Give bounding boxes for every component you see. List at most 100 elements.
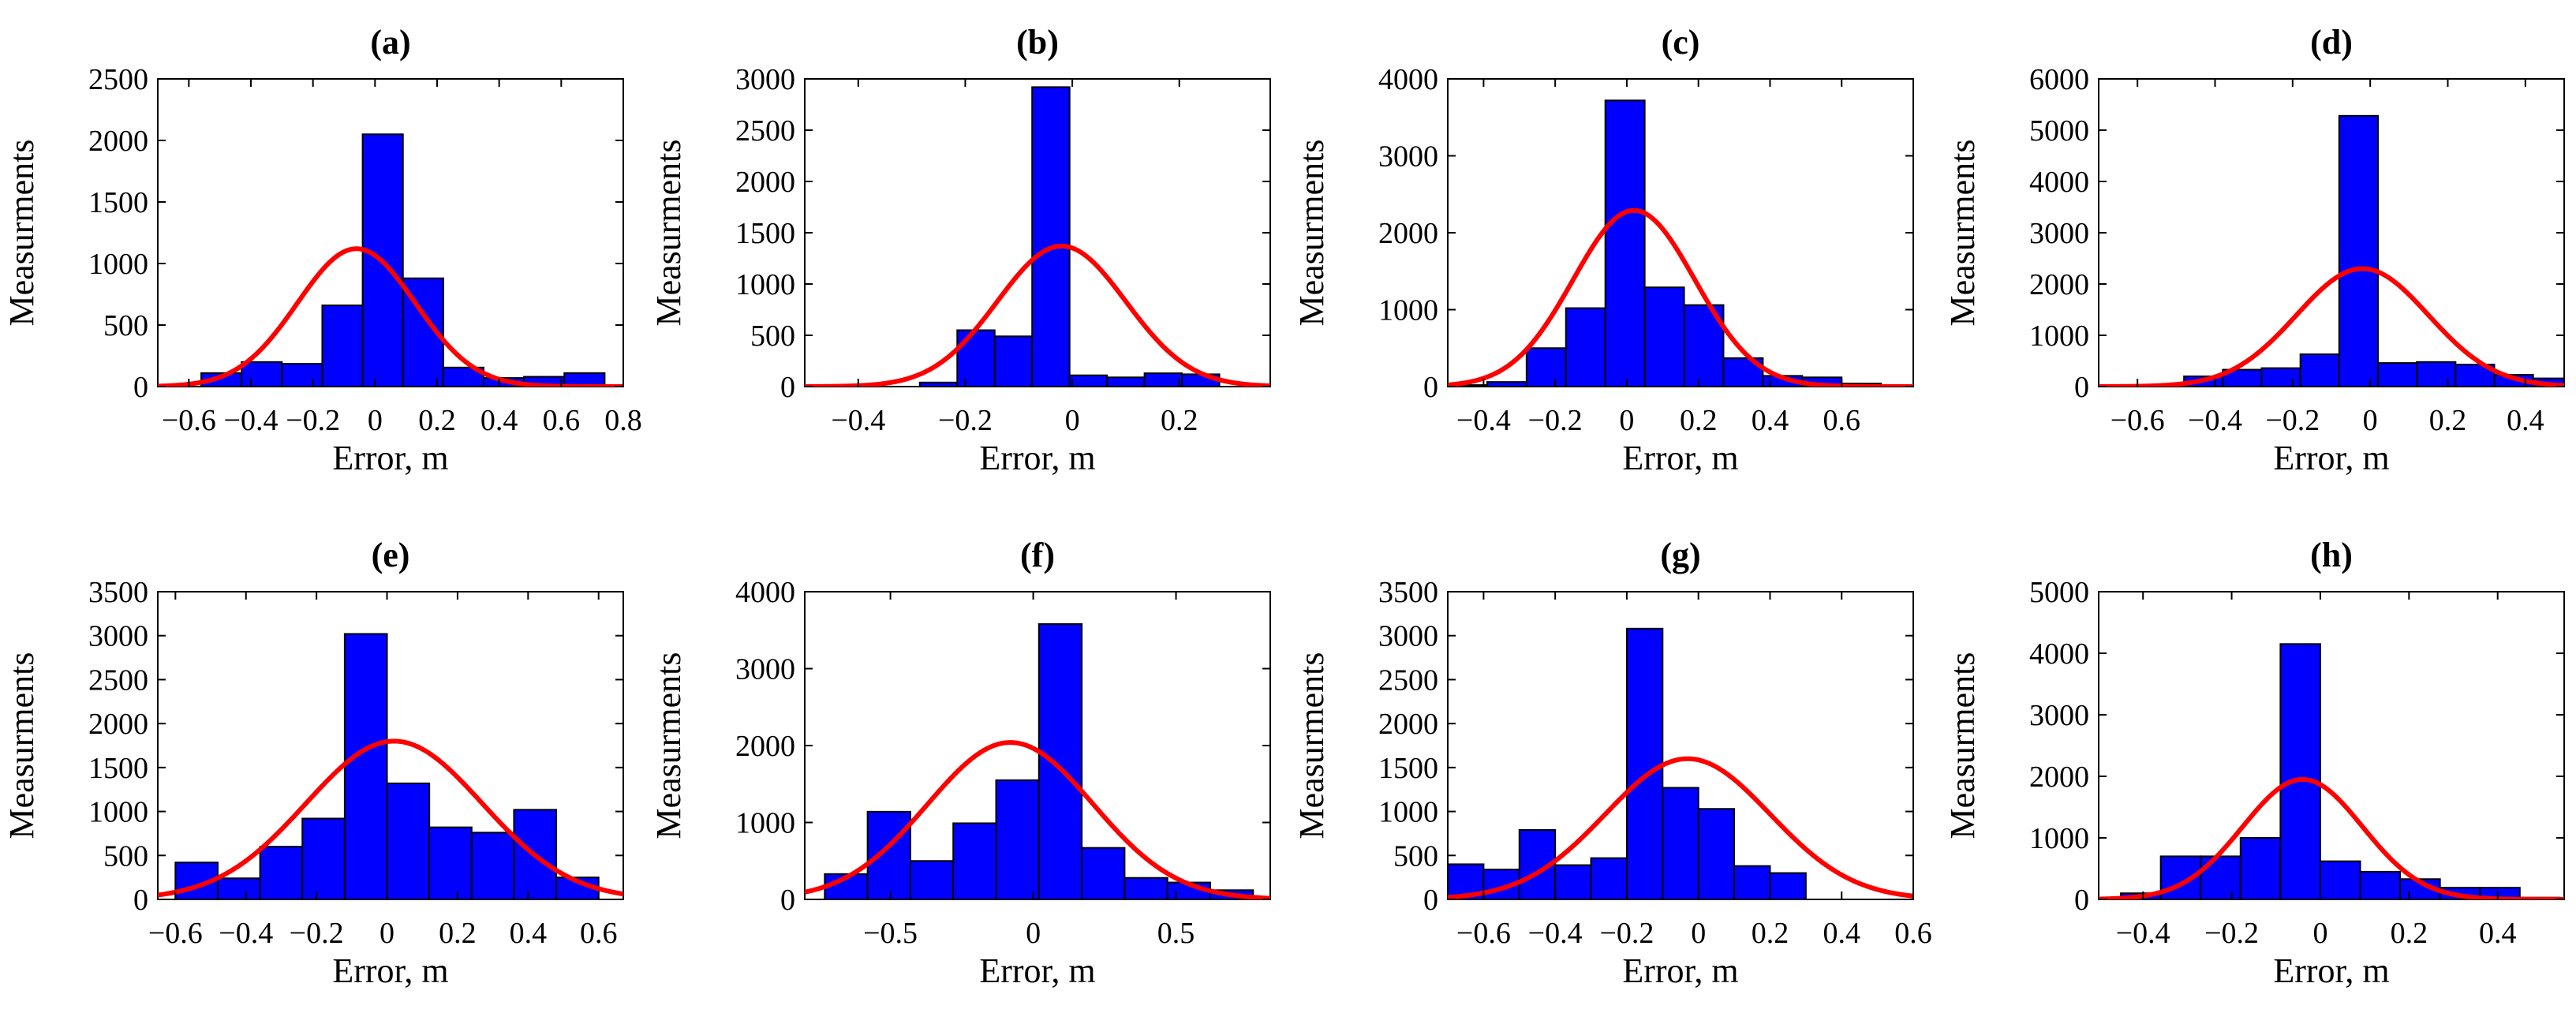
x-tick-label: 0.2: [1680, 404, 1718, 437]
y-axis-label: Measurments: [1943, 652, 1982, 839]
histogram-bar: [470, 832, 515, 899]
histogram-panel-d: (d) −0.6 −0.4 −0.2 0 0.2 0.4 0 1000 2000 3000 4000 5…: [1943, 23, 2565, 477]
histogram-bar: [1683, 304, 1725, 387]
panel-title: (g): [1660, 536, 1700, 574]
y-tick-label: 2500: [1378, 664, 1438, 697]
histogram-bar: [1625, 627, 1664, 899]
histogram-panel-a: (a) −0.6 −0.4 −0.2 0 0.2 0.4 0.6 0.8 0 500 1000 1500…: [2, 23, 642, 477]
x-tick-label: −0.2: [2265, 404, 2320, 437]
x-tick-label: 0.5: [1157, 917, 1195, 950]
x-tick-label: 0.6: [580, 917, 618, 950]
y-tick-label: 2000: [1378, 708, 1438, 741]
y-tick-label: 2500: [735, 114, 795, 148]
x-tick-label: 0.6: [1894, 917, 1932, 950]
panel-title: (b): [1016, 23, 1059, 62]
x-tick-label: 0: [1619, 404, 1634, 437]
x-tick-label: 0.2: [1752, 917, 1789, 950]
y-axis-label: Measurments: [649, 139, 688, 326]
y-axis-label: Measurments: [2, 139, 41, 326]
x-tick-label: 0: [1026, 917, 1041, 950]
histogram-bar: [2299, 353, 2340, 387]
y-tick-label: 1000: [735, 268, 795, 301]
plot-marks: [2099, 643, 2564, 899]
x-tick-label: −0.2: [1599, 917, 1654, 950]
histogram-bar: [2377, 362, 2418, 387]
normal-fit-curve: [2099, 266, 2564, 387]
histogram-panel-g: (g) −0.6 −0.4 −0.2 0 0.2 0.4 0.6 0 500 1000 1500 200…: [1292, 536, 1932, 990]
x-tick-label: −0.4: [224, 404, 279, 437]
histogram-bar: [1604, 99, 1646, 387]
histogram-bar: [241, 361, 283, 387]
y-axis-label: Measurments: [1943, 139, 1982, 326]
histogram-bar: [321, 305, 364, 387]
x-tick-label: 0.4: [510, 917, 548, 950]
x-axis-label: Error, m: [2273, 439, 2389, 477]
y-tick-label: 2500: [88, 664, 148, 697]
x-tick-label: 0.6: [1823, 404, 1860, 437]
x-tick-label: −0.4: [219, 917, 273, 950]
y-axis-label: Measurments: [1292, 139, 1331, 326]
x-tick-label: −0.2: [286, 404, 340, 437]
y-tick-label: 500: [103, 839, 148, 873]
y-tick-label: 1000: [1378, 294, 1438, 327]
x-tick-label: 0: [2312, 917, 2327, 950]
x-tick-label: 0.4: [1823, 917, 1860, 950]
y-tick-label: 0: [2074, 371, 2089, 404]
normal-fit-curve: [805, 740, 1270, 899]
x-axis-label: Error, m: [979, 439, 1095, 477]
y-tick-label: 2000: [1378, 217, 1438, 250]
y-tick-label: 4000: [1378, 63, 1438, 96]
histogram-bar: [1590, 857, 1628, 899]
y-tick-label: 1000: [1378, 796, 1438, 829]
y-tick-label: 2500: [88, 63, 148, 96]
y-tick-label: 0: [1423, 884, 1438, 917]
y-tick-label: 2000: [88, 125, 148, 158]
histogram-panel-f: (f) −0.5 0 0.5 0 1000 2000 3000 4000 Error, m Meas…: [649, 536, 1271, 990]
x-tick-label: 0.4: [1752, 404, 1789, 437]
histogram-bar: [995, 779, 1040, 899]
y-tick-label: 1500: [88, 186, 148, 219]
y-tick-label: 6000: [2029, 63, 2089, 96]
histogram-bar: [1038, 622, 1083, 899]
y-tick-label: 0: [133, 371, 148, 404]
y-tick-label: 1000: [88, 796, 148, 829]
histogram-bar: [2416, 361, 2457, 387]
normal-fit-curve: [805, 243, 1270, 387]
panel-title: (c): [1662, 23, 1700, 62]
plot-marks: [1448, 99, 1913, 387]
y-tick-label: 2000: [88, 708, 148, 741]
y-tick-label: 0: [1423, 371, 1438, 404]
x-tick-label: 0.8: [604, 404, 642, 437]
histogram-bar: [1486, 381, 1527, 387]
x-tick-label: −0.2: [1528, 404, 1583, 437]
x-tick-label: 0: [1065, 404, 1080, 437]
x-tick-label: 0.2: [1161, 404, 1198, 437]
histogram-bar: [918, 381, 959, 387]
histogram-bar: [1643, 286, 1685, 387]
x-tick-label: 0.2: [439, 917, 477, 950]
x-axis-label: Error, m: [332, 951, 448, 990]
histogram-bar: [2260, 367, 2301, 387]
histogram-bar: [1143, 372, 1183, 387]
histogram-panel-c: (c) −0.4 −0.2 0 0.2 0.4 0.6 0 1000 2000 3000 4000 Er…: [1292, 23, 1914, 477]
x-tick-label: −0.6: [162, 404, 216, 437]
histogram-bar: [2319, 860, 2361, 899]
y-tick-label: 2000: [2029, 761, 2089, 794]
histogram-bar: [1565, 307, 1606, 387]
x-tick-label: 0.4: [2479, 917, 2517, 950]
x-axis-label: Error, m: [979, 951, 1095, 990]
y-tick-label: 3500: [88, 576, 148, 609]
y-tick-label: 3000: [735, 63, 795, 96]
x-tick-label: 0.4: [2507, 404, 2544, 437]
x-tick-label: −0.4: [1528, 917, 1583, 950]
x-tick-label: −0.2: [938, 404, 993, 437]
histogram-bar: [1031, 86, 1071, 387]
histogram-bar: [216, 877, 261, 899]
y-tick-label: 500: [750, 320, 795, 353]
panel-title: (h): [2310, 536, 2353, 574]
histogram-bar: [2279, 643, 2321, 899]
plot-marks: [158, 633, 623, 899]
y-tick-label: 3000: [2029, 217, 2089, 250]
panel-title: (a): [370, 23, 410, 62]
